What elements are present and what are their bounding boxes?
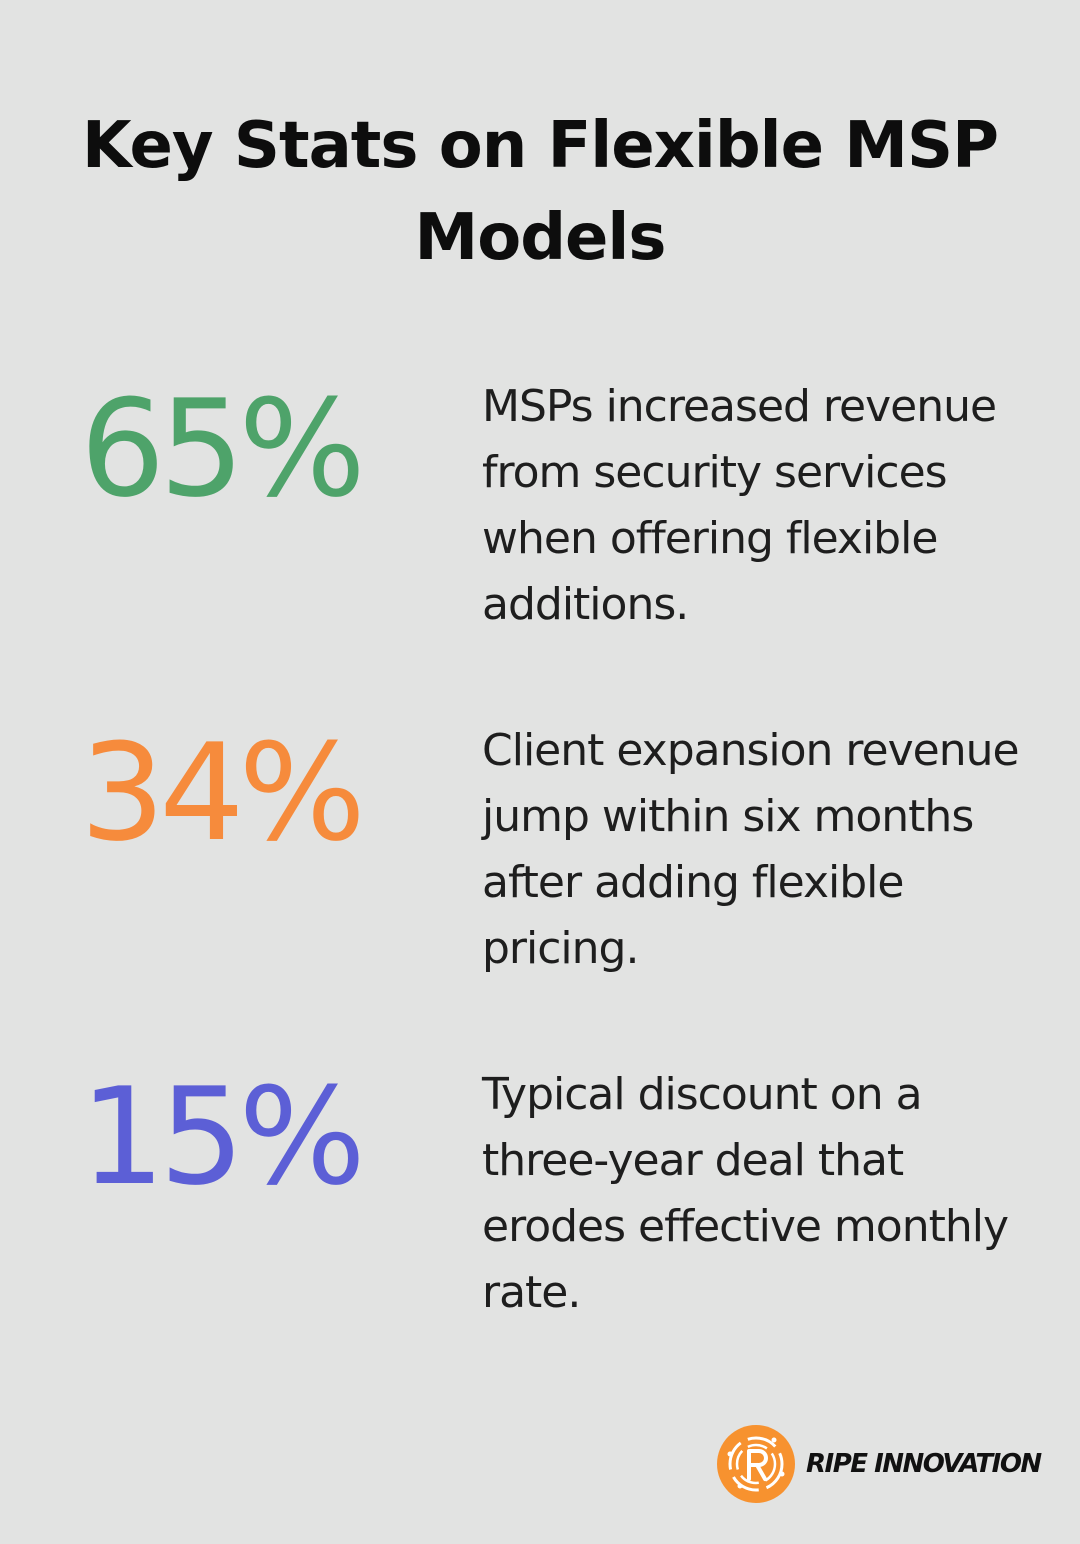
stat-value: 34%: [80, 715, 366, 871]
ripe-innovation-logo-icon: [717, 1425, 795, 1503]
brand-logo: RIPE INNOVATION: [716, 1424, 1042, 1504]
stat-description: Typical discount on a three-year deal th…: [482, 1069, 1009, 1318]
brand-name: RIPE INNOVATION: [806, 1449, 1042, 1479]
stat-item: 65% MSPs increased revenue from security…: [0, 374, 1080, 654]
stat-value: 15%: [80, 1059, 366, 1215]
stat-description: MSPs increased revenue from security ser…: [482, 381, 997, 630]
stat-value: 65%: [80, 371, 366, 527]
stat-item: 15% Typical discount on a three-year dea…: [0, 1062, 1080, 1342]
stat-description: Client expansion revenue jump within six…: [482, 725, 1020, 974]
page-title: Key Stats on Flexible MSP Models: [82, 109, 999, 275]
stat-item: 34% Client expansion revenue jump within…: [0, 718, 1080, 998]
